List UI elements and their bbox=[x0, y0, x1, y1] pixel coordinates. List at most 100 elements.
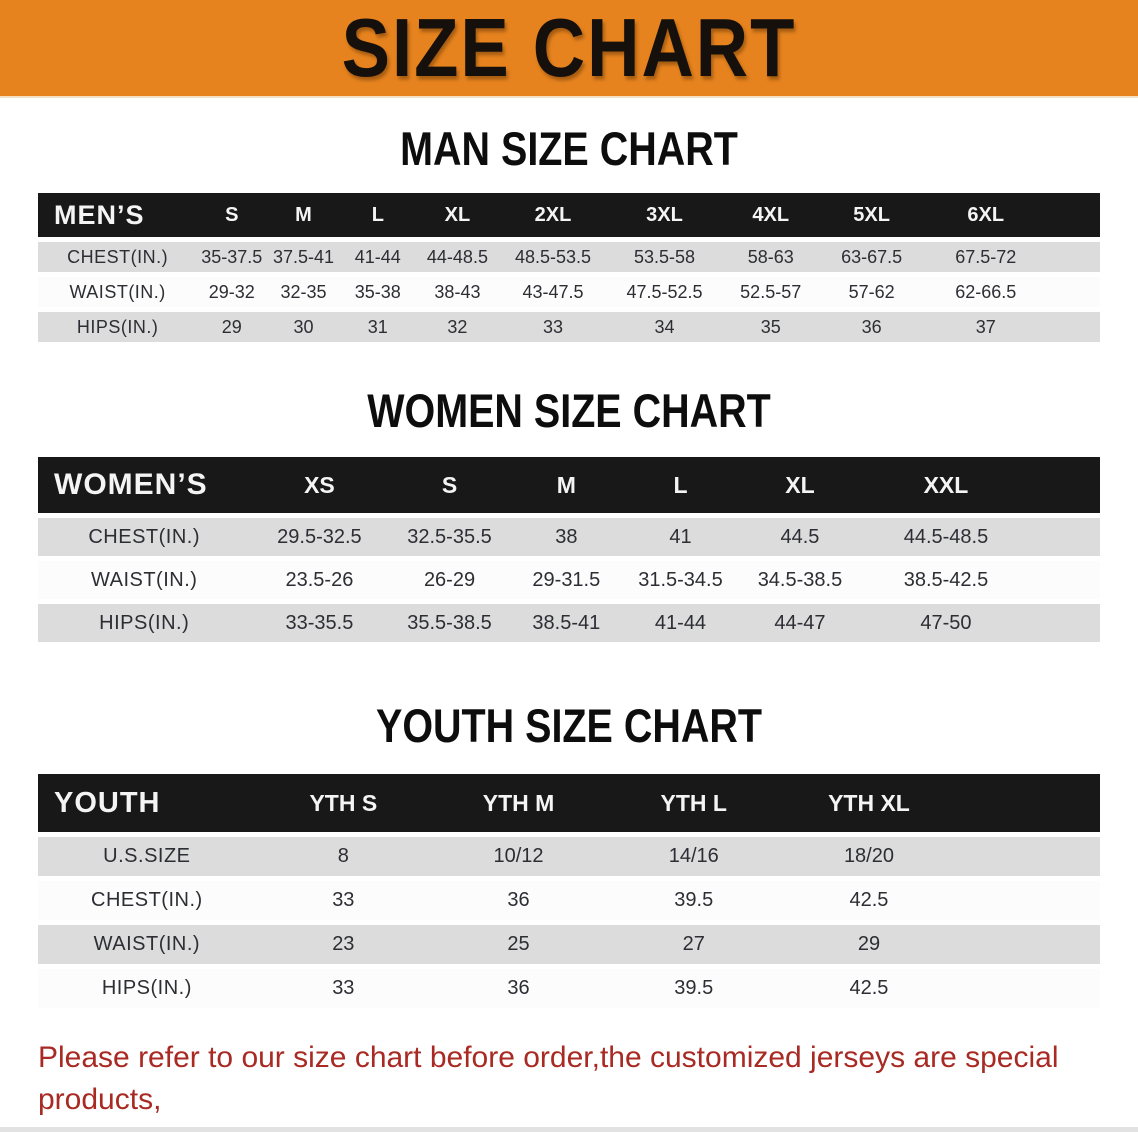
size-cell: 36 bbox=[430, 881, 607, 920]
group-label: WOMEN’S bbox=[38, 457, 251, 513]
size-cell: 34 bbox=[606, 312, 723, 342]
header-spacer bbox=[1046, 193, 1100, 237]
size-cell: 48.5-53.5 bbox=[499, 242, 607, 272]
size-cell: 41-44 bbox=[340, 242, 415, 272]
size-cell: 38-43 bbox=[414, 277, 500, 307]
size-cell: 34.5-38.5 bbox=[738, 561, 862, 599]
size-cell: 42.5 bbox=[781, 969, 957, 1008]
size-cell: 62-66.5 bbox=[924, 277, 1047, 307]
row-spacer bbox=[1030, 561, 1100, 599]
sections-container: MAN SIZE CHART MEN’S S M L XL 2XL 3XL 4XL 5XL 6XL C… bbox=[0, 125, 1138, 1013]
row-label: HIPS(IN.) bbox=[38, 969, 256, 1008]
table-row: HIPS(IN.) 33-35.5 35.5-38.5 38.5-41 41-44 44-… bbox=[38, 604, 1100, 642]
size-cell: 47.5-52.5 bbox=[606, 277, 723, 307]
disclaimer: Please refer to our size chart before or… bbox=[38, 1037, 1100, 1132]
section-heading: YOUTH SIZE CHART bbox=[375, 699, 763, 752]
row-label: CHEST(IN.) bbox=[38, 242, 198, 272]
size-column-header: M bbox=[510, 457, 623, 513]
size-column-header: XL bbox=[414, 193, 500, 237]
size-cell: 29 bbox=[197, 312, 267, 342]
size-cell: 38.5-41 bbox=[510, 604, 623, 642]
size-cell: 53.5-58 bbox=[606, 242, 723, 272]
youth-size-table: YOUTH YTH S YTH M YTH L YTH XL U.S.SIZE 8 10/12… bbox=[38, 769, 1100, 1013]
header-spacer bbox=[1030, 457, 1100, 513]
size-cell: 27 bbox=[606, 925, 782, 964]
table-header-row: WOMEN’S XS S M L XL XXL bbox=[38, 457, 1100, 513]
size-column-header: 4XL bbox=[722, 193, 819, 237]
row-label: HIPS(IN.) bbox=[38, 312, 198, 342]
size-cell: 37 bbox=[924, 312, 1047, 342]
table-row: HIPS(IN.) 29 30 31 32 33 34 35 36 37 bbox=[38, 312, 1100, 342]
size-cell: 31.5-34.5 bbox=[622, 561, 739, 599]
size-column-header: L bbox=[622, 457, 739, 513]
size-column-header: YTH S bbox=[255, 774, 431, 832]
size-column-header: 2XL bbox=[499, 193, 607, 237]
size-column-header: S bbox=[197, 193, 267, 237]
size-cell: 33 bbox=[255, 969, 431, 1008]
size-cell: 32.5-35.5 bbox=[388, 518, 511, 556]
row-label: U.S.SIZE bbox=[38, 837, 256, 876]
row-spacer bbox=[1046, 277, 1100, 307]
size-cell: 35-37.5 bbox=[197, 242, 267, 272]
women-size-table: WOMEN’S XS S M L XL XXL CHEST(IN.) 29.5-32.5 32.5… bbox=[38, 452, 1100, 647]
size-cell: 32 bbox=[414, 312, 500, 342]
size-column-header: YTH M bbox=[430, 774, 607, 832]
table-row: WAIST(IN.) 23 25 27 29 bbox=[38, 925, 1100, 964]
table-row: CHEST(IN.) 35-37.5 37.5-41 41-44 44-48.5 48.5… bbox=[38, 242, 1100, 272]
size-column-header: XL bbox=[738, 457, 862, 513]
size-cell: 57-62 bbox=[818, 277, 925, 307]
row-spacer bbox=[1046, 312, 1100, 342]
table-row: WAIST(IN.) 29-32 32-35 35-38 38-43 43-47.5 47.… bbox=[38, 277, 1100, 307]
size-cell: 26-29 bbox=[388, 561, 511, 599]
row-label: WAIST(IN.) bbox=[38, 277, 198, 307]
section-men: MAN SIZE CHART MEN’S S M L XL 2XL 3XL 4XL 5XL 6XL C… bbox=[0, 125, 1138, 347]
size-cell: 33 bbox=[499, 312, 607, 342]
row-spacer bbox=[1030, 604, 1100, 642]
size-cell: 14/16 bbox=[606, 837, 782, 876]
size-cell: 39.5 bbox=[606, 969, 782, 1008]
table-row: CHEST(IN.) 29.5-32.5 32.5-35.5 38 41 44.5 44.5… bbox=[38, 518, 1100, 556]
size-cell: 47-50 bbox=[861, 604, 1031, 642]
size-column-header: M bbox=[266, 193, 341, 237]
header-spacer bbox=[956, 774, 1100, 832]
section-heading: WOMEN SIZE CHART bbox=[367, 384, 771, 437]
size-cell: 44-48.5 bbox=[414, 242, 500, 272]
size-cell: 38.5-42.5 bbox=[861, 561, 1031, 599]
section-heading: MAN SIZE CHART bbox=[400, 122, 738, 175]
size-cell: 29-31.5 bbox=[510, 561, 623, 599]
size-cell: 44.5-48.5 bbox=[861, 518, 1031, 556]
size-cell: 25 bbox=[430, 925, 607, 964]
size-cell: 36 bbox=[430, 969, 607, 1008]
row-spacer bbox=[956, 881, 1100, 920]
row-label: WAIST(IN.) bbox=[38, 925, 256, 964]
table-row: CHEST(IN.) 33 36 39.5 42.5 bbox=[38, 881, 1100, 920]
size-cell: 37.5-41 bbox=[266, 242, 341, 272]
size-cell: 38 bbox=[510, 518, 623, 556]
size-cell: 44-47 bbox=[738, 604, 862, 642]
size-cell: 29.5-32.5 bbox=[250, 518, 389, 556]
size-column-header: 3XL bbox=[606, 193, 723, 237]
size-cell: 23 bbox=[255, 925, 431, 964]
row-spacer bbox=[956, 837, 1100, 876]
size-cell: 58-63 bbox=[722, 242, 819, 272]
section-youth: YOUTH SIZE CHART YOUTH YTH S YTH M YTH L YTH … bbox=[0, 702, 1138, 1013]
row-spacer bbox=[1030, 518, 1100, 556]
size-cell: 33 bbox=[255, 881, 431, 920]
size-column-header: 6XL bbox=[924, 193, 1047, 237]
size-cell: 43-47.5 bbox=[499, 277, 607, 307]
table-row: HIPS(IN.) 33 36 39.5 42.5 bbox=[38, 969, 1100, 1008]
group-label: YOUTH bbox=[38, 774, 256, 832]
size-cell: 31 bbox=[340, 312, 415, 342]
size-cell: 32-35 bbox=[266, 277, 341, 307]
section-women: WOMEN SIZE CHART WOMEN’S XS S M L XL XXL CHEST(I… bbox=[0, 387, 1138, 647]
size-cell: 42.5 bbox=[781, 881, 957, 920]
row-spacer bbox=[1046, 242, 1100, 272]
row-label: HIPS(IN.) bbox=[38, 604, 251, 642]
size-cell: 33-35.5 bbox=[250, 604, 389, 642]
size-cell: 10/12 bbox=[430, 837, 607, 876]
row-label: CHEST(IN.) bbox=[38, 518, 251, 556]
group-label: MEN’S bbox=[38, 193, 198, 237]
size-cell: 36 bbox=[818, 312, 925, 342]
size-cell: 35-38 bbox=[340, 277, 415, 307]
